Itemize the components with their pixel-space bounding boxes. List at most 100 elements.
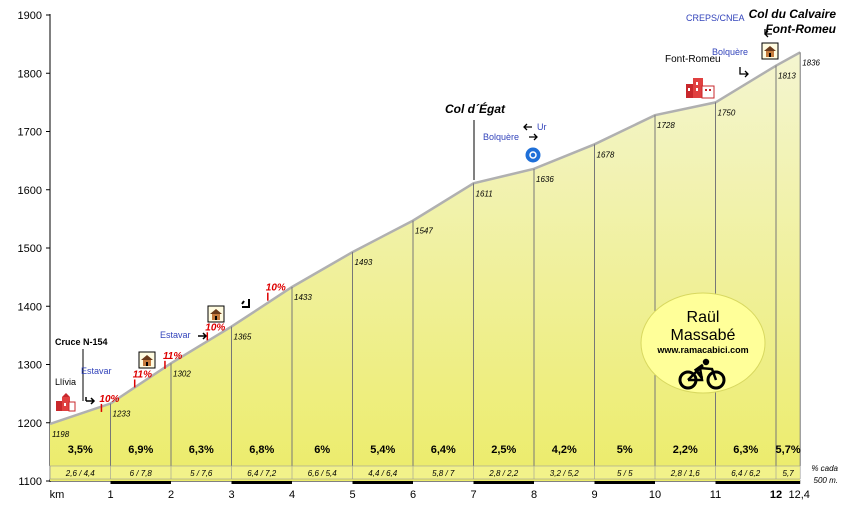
- direction-arrow-icon: [198, 332, 208, 340]
- scale-bar: [352, 480, 413, 484]
- scale-bar: [110, 480, 171, 484]
- segment-gradient-label: 4,2%: [552, 444, 577, 456]
- y-tick-label: 1300: [18, 360, 42, 372]
- altitude-label: 1198: [52, 430, 70, 439]
- segment-gradient-labels: 3,5% 6,9% 6,3% 6,8% 6% 5,4% 6,4% 2,5% 4,2% 5% 2,2%…: [68, 444, 801, 456]
- x-tick-label: km: [50, 489, 65, 501]
- half-km-note-2: 500 m.: [814, 476, 838, 485]
- altitude-label: 1636: [536, 175, 554, 184]
- direction-creps: CREPS/CNEA: [686, 13, 745, 23]
- x-tick-label: 10: [649, 489, 661, 501]
- segment-gradient-label: 6,4%: [431, 444, 456, 456]
- segment-gradient-label: 6,3%: [189, 444, 214, 456]
- half-km-gradient-label: 5,8 / 7: [432, 469, 455, 478]
- altitude-labels: 1198 1233 1302 1365 1433 1493 1547 1611 1636 1678…: [52, 58, 821, 439]
- x-tick-label: 12,4: [788, 489, 809, 501]
- y-tick-label: 1200: [18, 418, 42, 430]
- scale-bar: [715, 480, 776, 484]
- author-website: www.ramacabici.com: [656, 345, 748, 355]
- house-icon: [207, 305, 225, 323]
- chart-subtitle: Font-Romeu: [765, 22, 836, 36]
- segment-gradient-label: 3,5%: [68, 444, 93, 456]
- col-egat-label: Col d´Égat: [445, 101, 506, 116]
- town-icon: [56, 393, 76, 412]
- half-km-gradient-label: 2,6 / 4,4: [65, 469, 95, 478]
- town-icon: [686, 78, 715, 99]
- altitude-label: 1836: [802, 58, 820, 67]
- altitude-label: 1365: [234, 333, 252, 342]
- y-axis-ticks: 1100 1200 1300 1400 1500 1600 1700 1800 1900: [18, 10, 50, 488]
- x-tick-label: 2: [168, 489, 174, 501]
- elevation-profile-line: [50, 51, 800, 426]
- y-tick-label: 1600: [18, 185, 42, 197]
- half-km-gradient-label: 2,8 / 1,6: [670, 469, 700, 478]
- cyclist-icon: [678, 358, 726, 390]
- author-name-2: Massabé: [671, 327, 736, 344]
- x-tick-label: 12: [770, 489, 782, 501]
- segment-gradient-label: 6%: [314, 444, 330, 456]
- house-icon: [138, 351, 156, 369]
- segment-gradient-label: 5,7%: [776, 444, 801, 456]
- peak-gradient-label: 10%: [99, 394, 119, 405]
- x-tick-label: 8: [531, 489, 537, 501]
- x-axis-ticks: km 1 2 3 4 5 6 7 8 9 10 11 12 12,4: [50, 480, 810, 501]
- direction-arrow-icon: [529, 133, 538, 141]
- half-km-gradient-label: 6,6 / 5,4: [308, 469, 337, 478]
- km-divider-lines: [110, 52, 801, 466]
- x-tick-label: 1: [107, 489, 113, 501]
- scale-bar: [776, 480, 801, 484]
- altitude-label: 1728: [657, 121, 675, 130]
- half-km-gradient-label: 4,4 / 6,4: [368, 469, 397, 478]
- altitude-label: 1678: [597, 150, 615, 159]
- x-tick-label: 7: [470, 489, 476, 501]
- half-km-note-1: % cada: [811, 464, 838, 473]
- direction-bolquere-1: Bolquère: [483, 132, 519, 142]
- town-start-label: Llívia: [55, 377, 76, 387]
- half-km-gradient-band: 2,6 / 4,4 6 / 7,8 5 / 7,6 6,4 / 7,2 6,6 / 5,…: [49, 465, 801, 480]
- junction-icon: [241, 299, 250, 308]
- half-km-gradient-label: 5 / 5: [617, 469, 633, 478]
- segment-gradient-label: 2,2%: [673, 444, 698, 456]
- peak-gradient-label: 10%: [266, 283, 286, 294]
- altitude-label: 1611: [476, 189, 493, 198]
- y-tick-label: 1900: [18, 10, 42, 22]
- segment-gradient-label: 2,5%: [491, 444, 516, 456]
- x-tick-label: 6: [410, 489, 416, 501]
- elevation-area: [50, 52, 800, 481]
- half-km-gradient-label: 5,7: [783, 469, 795, 478]
- author-name-1: Raül: [687, 309, 720, 326]
- y-tick-label: 1700: [18, 127, 42, 139]
- crossing-label: Cruce N-154: [55, 337, 108, 347]
- direction-bolquere-2: Bolquère: [712, 47, 748, 57]
- roundabout-icon: [525, 147, 541, 163]
- scale-bar: [473, 480, 534, 484]
- x-tick-label: 9: [591, 489, 597, 501]
- direction-arrow-icon: [85, 397, 96, 405]
- half-km-gradient-label: 6 / 7,8: [130, 469, 153, 478]
- peak-gradient-markers: 10% 11% 11% 10% 10%: [99, 283, 286, 412]
- direction-estavar-2: Estavar: [160, 330, 191, 340]
- scale-bar: [231, 480, 292, 484]
- altitude-label: 1750: [718, 108, 736, 117]
- y-tick-label: 1800: [18, 68, 42, 80]
- annotations: Cruce N-154 Llívia Estavar Estavar: [55, 7, 837, 412]
- direction-estavar-1: Estavar: [81, 366, 112, 376]
- peak-gradient-label: 10%: [205, 322, 225, 333]
- direction-arrow-icon: [739, 67, 749, 78]
- segment-gradient-label: 5,4%: [370, 444, 395, 456]
- direction-arrow-icon: [523, 123, 532, 131]
- x-tick-label: 5: [349, 489, 355, 501]
- half-km-gradient-label: 5 / 7,6: [190, 469, 213, 478]
- direction-ur: Ur: [537, 122, 547, 132]
- peak-gradient-label: 11%: [133, 369, 152, 380]
- segment-gradient-label: 6,9%: [128, 444, 153, 456]
- altitude-label: 1433: [294, 293, 312, 302]
- author-logo: Raül Massabé www.ramacabici.com: [640, 292, 766, 394]
- y-tick-label: 1500: [18, 243, 42, 255]
- x-tick-label: 11: [710, 489, 721, 501]
- peak-gradient-label: 11%: [163, 351, 182, 362]
- x-tick-label: 3: [228, 489, 234, 501]
- altitude-label: 1547: [415, 227, 433, 236]
- segment-gradient-label: 6,8%: [249, 444, 274, 456]
